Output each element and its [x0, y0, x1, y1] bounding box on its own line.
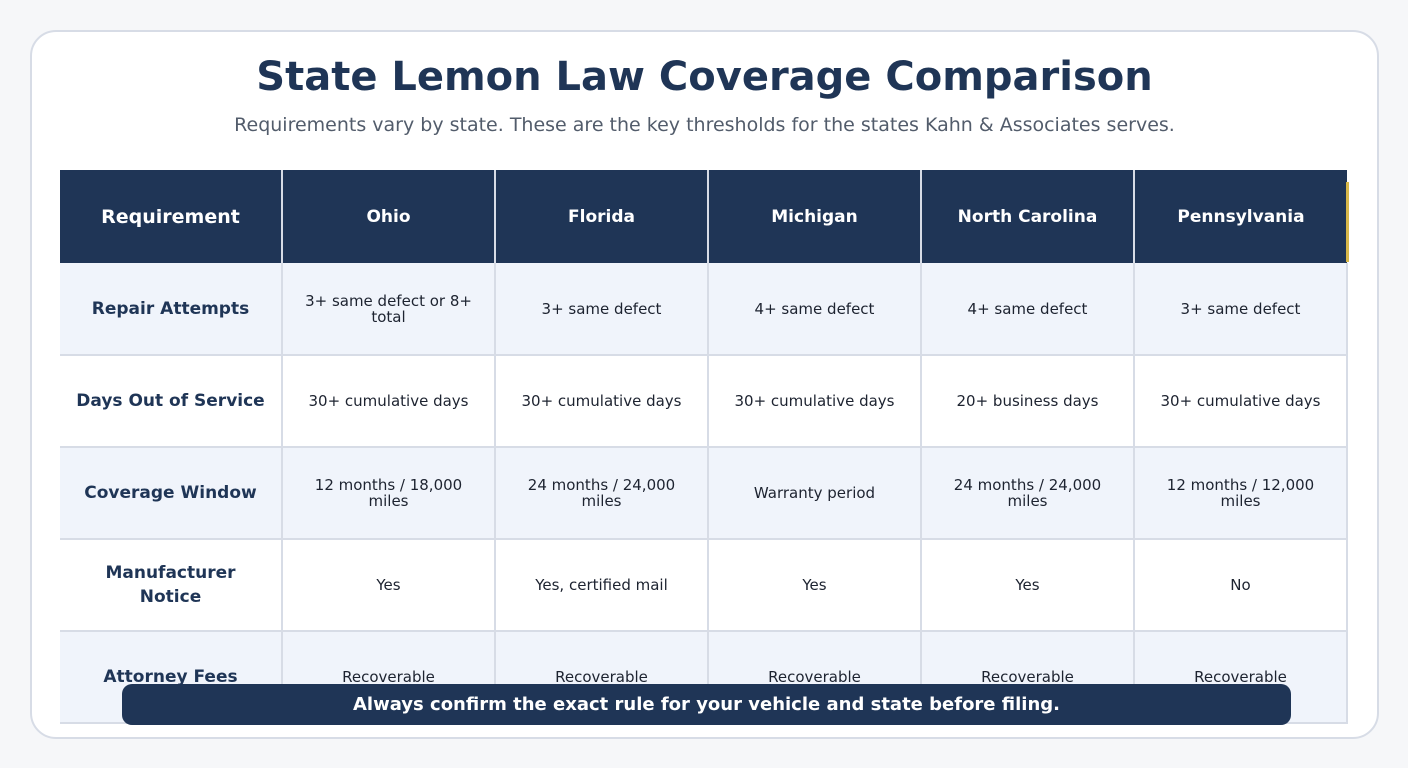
table-row: Manufacturer Notice Yes Yes, certified m… [60, 539, 1348, 632]
table-cell: 12 months / 12,000 miles [1134, 447, 1348, 540]
table-cell: 20+ business days [921, 355, 1135, 448]
table-cell: 24 months / 24,000 miles [495, 447, 709, 540]
table-cell: Warranty period [708, 447, 922, 540]
table-cell: 4+ same defect [921, 263, 1135, 356]
table-cell: 30+ cumulative days [708, 355, 922, 448]
column-header-michigan: Michigan [708, 170, 922, 263]
comparison-table: Requirement Ohio Florida Michigan North … [60, 170, 1348, 724]
table-cell: 30+ cumulative days [495, 355, 709, 448]
accent-bar [1346, 182, 1349, 262]
table-cell: 12 months / 18,000 miles [282, 447, 496, 540]
row-label: Days Out of Service [60, 355, 283, 448]
table-cell: 30+ cumulative days [282, 355, 496, 448]
page-subtitle: Requirements vary by state. These are th… [234, 114, 1175, 136]
column-header-pennsylvania: Pennsylvania [1134, 170, 1347, 263]
comparison-card: State Lemon Law Coverage Comparison Requ… [30, 30, 1379, 739]
table-cell: Yes [282, 539, 496, 632]
table-cell: No [1134, 539, 1348, 632]
column-header-florida: Florida [495, 170, 709, 263]
row-label: Coverage Window [60, 447, 283, 540]
row-label: Manufacturer Notice [60, 539, 283, 632]
table-cell: 3+ same defect or 8+ total [282, 263, 496, 356]
column-header-requirement: Requirement [60, 170, 283, 263]
table-cell: 24 months / 24,000 miles [921, 447, 1135, 540]
column-header-north-carolina: North Carolina [921, 170, 1135, 263]
table-row: Repair Attempts 3+ same defect or 8+ tot… [60, 263, 1348, 356]
footer-note-banner: Always confirm the exact rule for your v… [122, 684, 1291, 725]
table-cell: Yes [708, 539, 922, 632]
column-header-ohio: Ohio [282, 170, 496, 263]
comparison-table-container[interactable]: Requirement Ohio Florida Michigan North … [60, 170, 1351, 730]
table-cell: Yes, certified mail [495, 539, 709, 632]
table-row: Days Out of Service 30+ cumulative days … [60, 355, 1348, 448]
table-cell: 3+ same defect [495, 263, 709, 356]
table-cell: 3+ same defect [1134, 263, 1348, 356]
table-cell: 30+ cumulative days [1134, 355, 1348, 448]
table-header-row: Requirement Ohio Florida Michigan North … [60, 170, 1347, 263]
table-cell: Yes [921, 539, 1135, 632]
table-cell: Recoverable [1134, 631, 1348, 724]
table-row: Coverage Window 12 months / 18,000 miles… [60, 447, 1348, 540]
page-title: State Lemon Law Coverage Comparison [256, 54, 1153, 100]
table-cell: 4+ same defect [708, 263, 922, 356]
row-label: Repair Attempts [60, 263, 283, 356]
